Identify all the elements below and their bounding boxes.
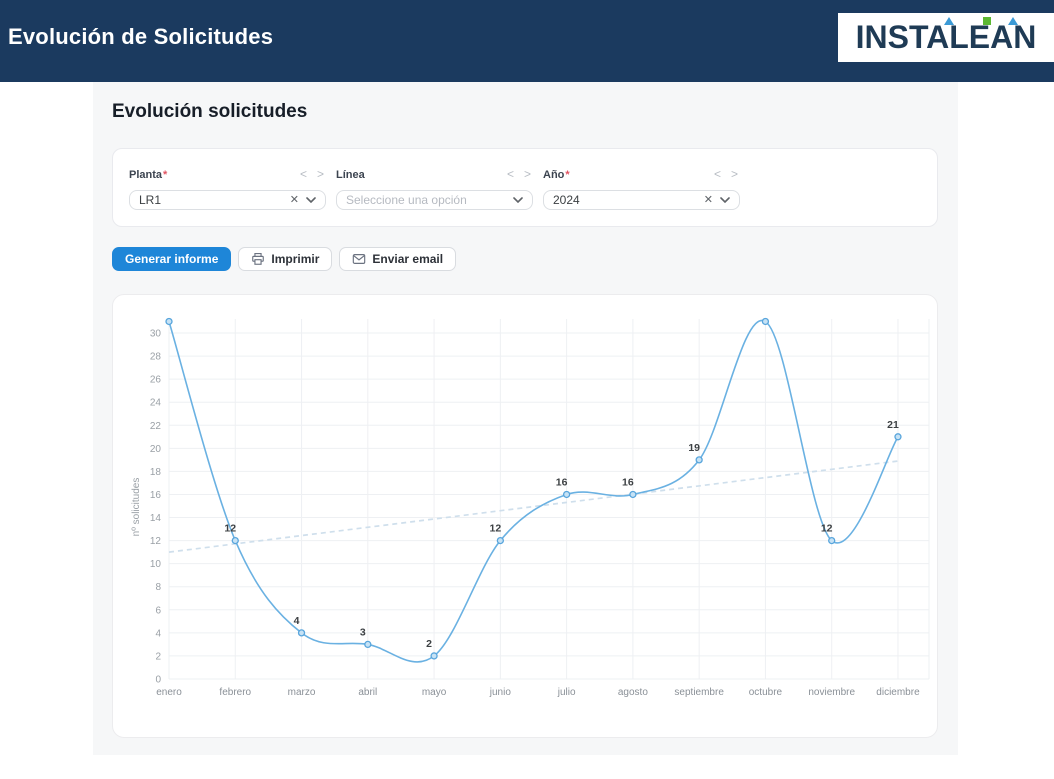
svg-text:18: 18 [150, 467, 162, 478]
svg-text:16: 16 [622, 476, 634, 488]
ano-select[interactable]: 2024 ✕ [543, 190, 740, 210]
svg-text:junio: junio [489, 687, 512, 698]
filter-ano: Año* < > 2024 ✕ [543, 165, 740, 210]
filters-card: Planta* < > LR1 ✕ Línea [112, 148, 938, 227]
svg-text:agosto: agosto [618, 687, 648, 698]
planta-select[interactable]: LR1 ✕ [129, 190, 326, 210]
svg-text:16: 16 [150, 490, 162, 501]
filter-linea: Línea < > Seleccione una opción [336, 165, 533, 210]
svg-text:26: 26 [150, 375, 162, 386]
svg-text:12: 12 [224, 523, 236, 535]
svg-text:0: 0 [155, 675, 161, 686]
svg-text:12: 12 [150, 536, 162, 547]
logo-square-icon [982, 17, 991, 25]
generate-report-button[interactable]: Generar informe [112, 247, 232, 271]
svg-text:6: 6 [155, 605, 161, 616]
pager-prev-icon[interactable]: < [506, 167, 514, 181]
app-header: Evolución de Solicitudes INSTALEAN [0, 0, 1054, 82]
svg-text:4: 4 [155, 628, 161, 639]
pager-prev-icon[interactable]: < [713, 167, 721, 181]
print-button[interactable]: Imprimir [238, 247, 333, 271]
svg-text:diciembre: diciembre [876, 687, 920, 698]
pager-next-icon[interactable]: > [523, 167, 531, 181]
svg-text:30: 30 [150, 329, 162, 340]
svg-text:enero: enero [156, 687, 182, 698]
filter-planta: Planta* < > LR1 ✕ [129, 165, 326, 210]
section-title: Evolución solicitudes [112, 101, 308, 122]
svg-text:abril: abril [358, 687, 377, 698]
filter-ano-label: Año [543, 169, 565, 181]
filter-linea-label: Línea [336, 169, 365, 181]
svg-text:28: 28 [150, 352, 162, 363]
logo-text: INSTALEAN [855, 19, 1037, 55]
required-asterisk: * [163, 169, 168, 181]
svg-text:octubre: octubre [749, 687, 783, 698]
svg-text:21: 21 [887, 419, 899, 431]
svg-text:noviembre: noviembre [808, 687, 855, 698]
printer-icon [251, 252, 265, 266]
planta-select-value: LR1 [139, 193, 162, 207]
linea-select[interactable]: Seleccione una opción [336, 190, 533, 210]
svg-text:24: 24 [150, 398, 162, 409]
chart-card: 0 2 4 6 8 10 12 14 16 18 20 22 24 26 28 30 enero febrero m… [112, 294, 938, 738]
svg-text:2: 2 [155, 651, 161, 662]
logo-triangle-icon [1007, 17, 1018, 25]
svg-text:nº solicitudes: nº solicitudes [131, 478, 142, 537]
chevron-down-icon[interactable] [720, 197, 730, 203]
ano-select-value: 2024 [553, 193, 580, 207]
actions-toolbar: Generar informe Imprimir Enviar email [112, 247, 457, 271]
svg-text:septiembre: septiembre [674, 687, 724, 698]
required-asterisk: * [565, 169, 570, 181]
svg-text:12: 12 [821, 523, 833, 535]
envelope-icon [352, 252, 366, 266]
svg-text:4: 4 [294, 615, 300, 627]
svg-text:20: 20 [150, 444, 162, 455]
svg-text:marzo: marzo [288, 687, 316, 698]
svg-text:22: 22 [150, 421, 162, 432]
chevron-down-icon[interactable] [513, 197, 523, 203]
svg-text:julio: julio [557, 687, 576, 698]
print-label: Imprimir [271, 252, 320, 266]
linea-select-placeholder: Seleccione una opción [346, 193, 467, 207]
pager-next-icon[interactable]: > [730, 167, 738, 181]
send-email-button[interactable]: Enviar email [339, 247, 457, 271]
generate-report-label: Generar informe [125, 252, 219, 266]
content-panel: Evolución solicitudes Planta* < > LR1 ✕ [93, 82, 958, 755]
page-title: Evolución de Solicitudes [8, 24, 274, 49]
pager-prev-icon[interactable]: < [299, 167, 307, 181]
clear-icon[interactable]: ✕ [703, 193, 713, 206]
svg-text:10: 10 [150, 559, 162, 570]
send-email-label: Enviar email [372, 252, 444, 266]
svg-text:14: 14 [150, 513, 162, 524]
filter-planta-label: Planta [129, 169, 163, 181]
svg-text:3: 3 [360, 626, 366, 638]
chevron-down-icon[interactable] [306, 197, 316, 203]
pager-next-icon[interactable]: > [316, 167, 324, 181]
svg-text:8: 8 [155, 582, 161, 593]
svg-text:mayo: mayo [422, 687, 447, 698]
instalean-logo: INSTALEAN [838, 13, 1054, 62]
svg-text:19: 19 [688, 442, 700, 454]
clear-icon[interactable]: ✕ [289, 193, 299, 206]
svg-text:febrero: febrero [219, 687, 251, 698]
svg-text:16: 16 [556, 476, 568, 488]
svg-text:2: 2 [426, 638, 432, 650]
svg-text:12: 12 [490, 523, 502, 535]
logo-triangle-icon [943, 17, 954, 25]
